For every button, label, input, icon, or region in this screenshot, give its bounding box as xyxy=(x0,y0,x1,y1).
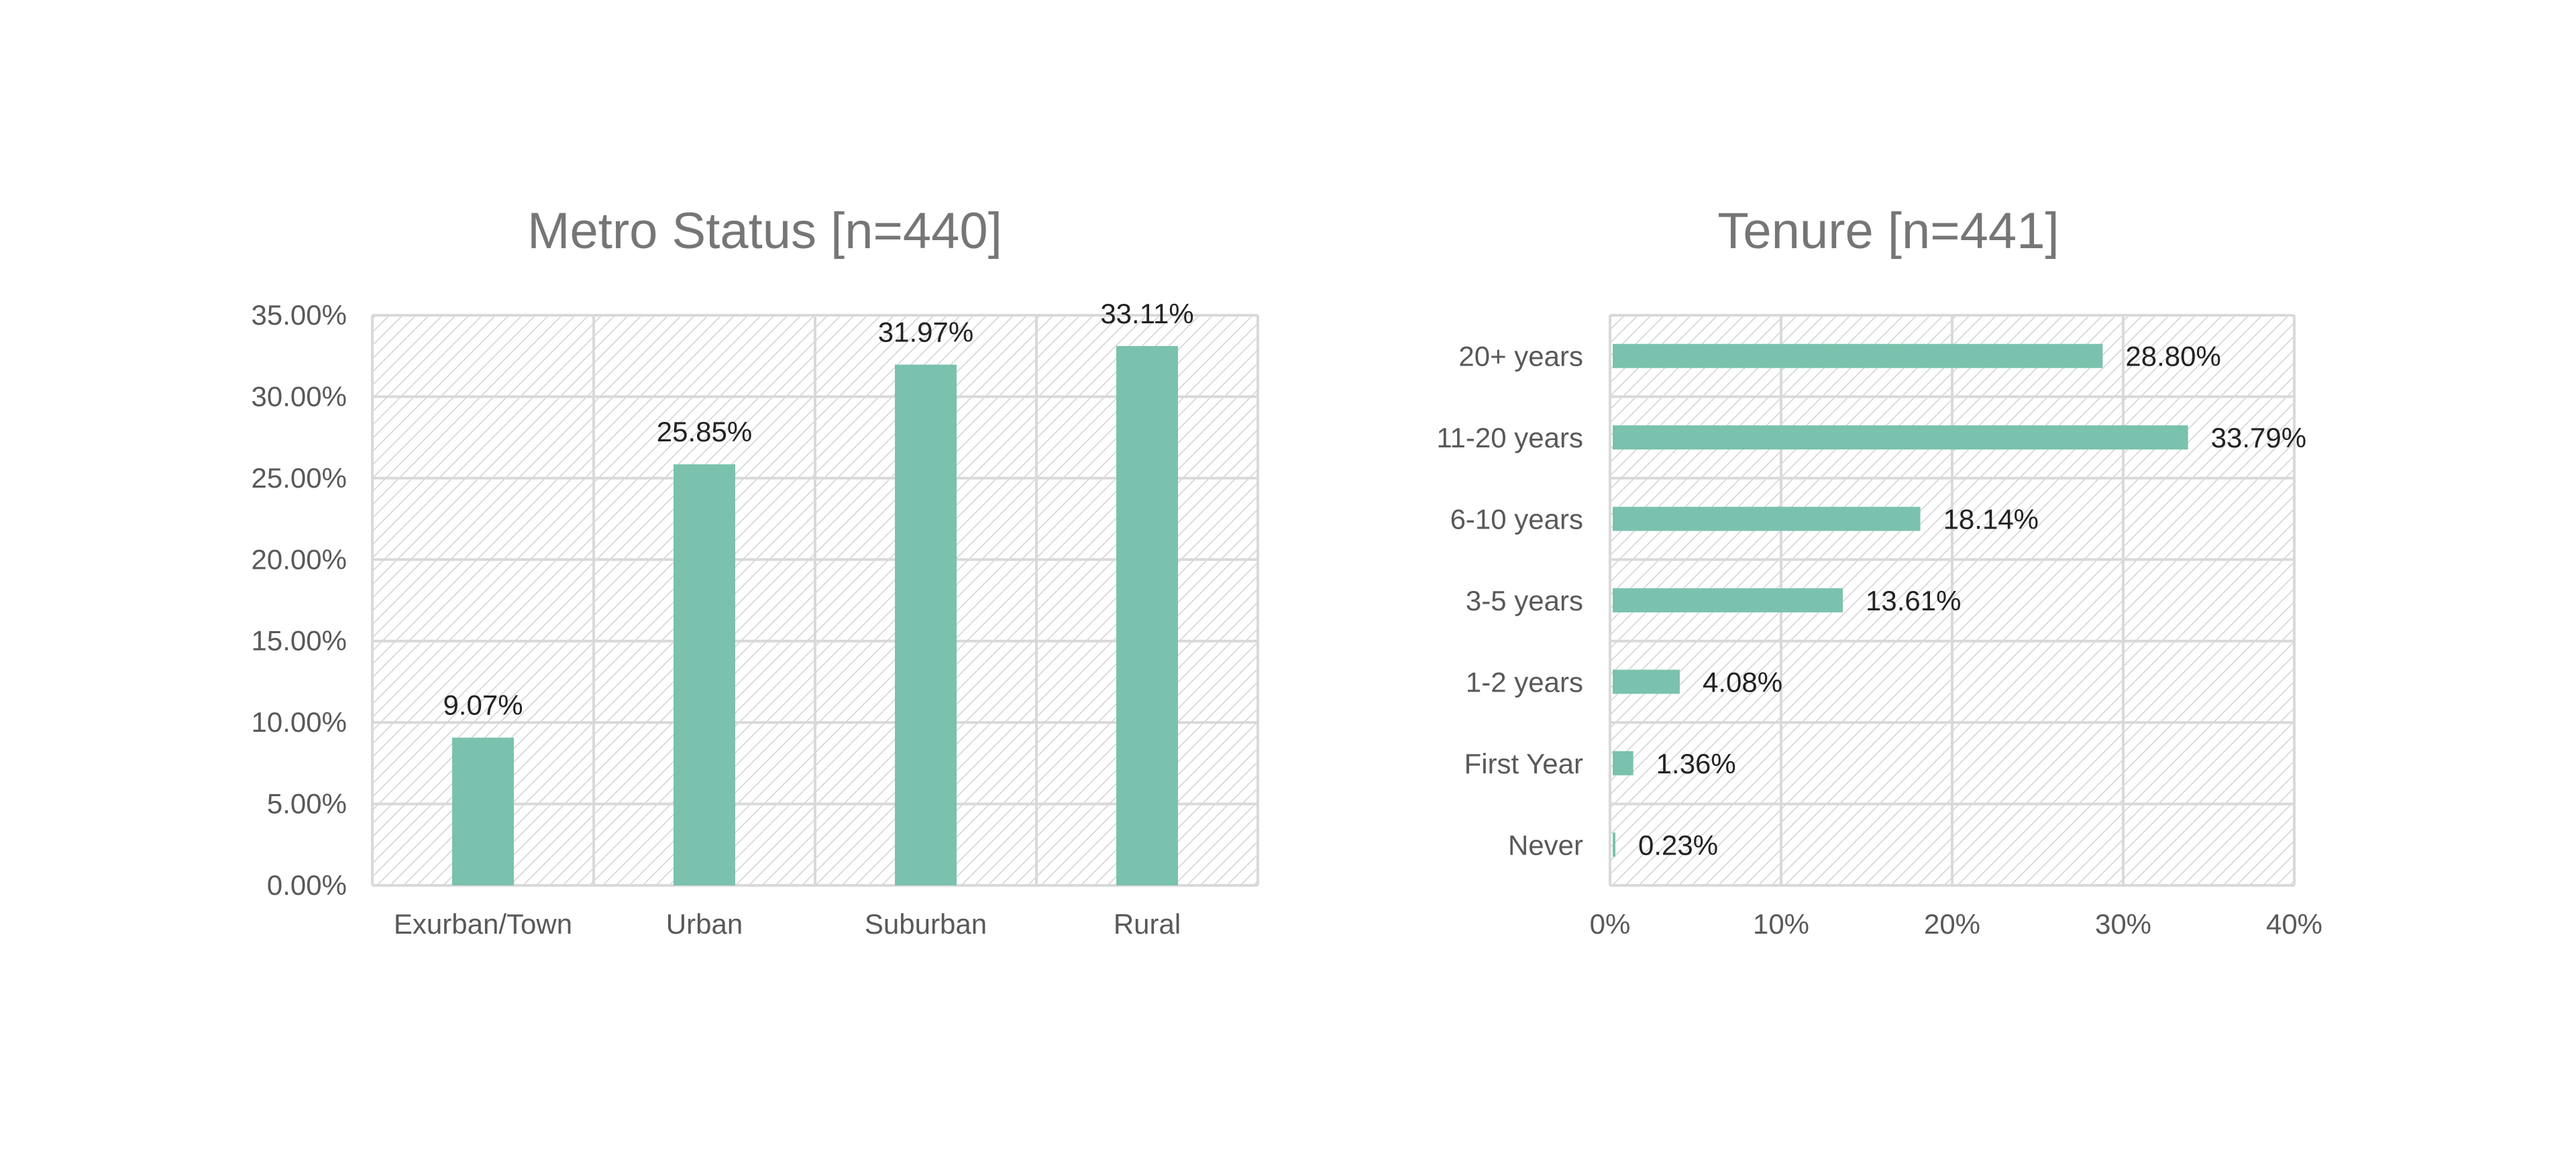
tenure-bar xyxy=(1613,343,2103,368)
metro-category-label: Rural xyxy=(1114,908,1181,940)
metro-y-tick-label: 15.00% xyxy=(252,625,347,657)
tenure-x-tick-label: 20% xyxy=(1924,908,1980,940)
tenure-chart-title: Tenure [n=441] xyxy=(1717,203,2059,260)
metro-y-tick-label: 5.00% xyxy=(267,788,347,820)
metro-data-label: 25.85% xyxy=(657,416,752,447)
metro-y-tick-label: 0.00% xyxy=(267,869,347,901)
tenure-category-label: 6-10 years xyxy=(1450,504,1583,535)
metro-category-label: Urban xyxy=(666,908,743,940)
tenure-x-tick-label: 10% xyxy=(1753,908,1809,940)
tenure-category-label: 3-5 years xyxy=(1466,585,1583,616)
tenure-category-label: 20+ years xyxy=(1458,341,1583,372)
tenure-category-label: 11-20 years xyxy=(1436,422,1583,453)
tenure-category-label: Never xyxy=(1508,829,1583,861)
tenure-bar xyxy=(1613,832,1615,857)
metro-y-tick-label: 25.00% xyxy=(252,462,347,494)
metro-y-tick-label: 35.00% xyxy=(252,299,347,331)
metro-y-tick-label: 30.00% xyxy=(252,380,347,412)
tenure-data-label: 4.08% xyxy=(1703,666,1782,698)
tenure-x-tick-label: 0% xyxy=(1590,908,1631,940)
metro-category-label: Suburban xyxy=(865,908,987,940)
tenure-gridlines xyxy=(1609,314,2296,887)
metro-data-label: 31.97% xyxy=(878,317,973,348)
tenure-x-tick-label: 40% xyxy=(2266,908,2322,940)
tenure-data-label: 1.36% xyxy=(1656,748,1736,779)
tenure-y-categories: 20+ years 11-20 years 6-10 years 3-5 years 1… xyxy=(1436,341,1583,861)
metro-bar xyxy=(895,364,957,885)
tenure-data-label: 13.61% xyxy=(1866,585,1961,616)
tenure-bar xyxy=(1613,669,1680,694)
tenure-bar xyxy=(1613,425,2188,450)
metro-bar xyxy=(1116,345,1178,885)
metro-x-categories: Exurban/Town Urban Suburban Rural xyxy=(394,908,1181,940)
metro-chart-title: Metro Status [n=440] xyxy=(527,203,1002,260)
metro-status-chart: Metro Status [n=440] 0.00% 5.00% 10.00% 15.… xyxy=(252,203,1259,940)
tenure-bars xyxy=(1613,343,2188,857)
metro-data-labels: 9.07% 25.85% 31.97% 33.11% xyxy=(443,298,1193,721)
tenure-data-label: 33.79% xyxy=(2211,422,2306,453)
tenure-data-labels: 28.80% 33.79% 18.14% 13.61% 4.08% 1.36% 0.23% xyxy=(1638,341,2306,861)
metro-gridlines xyxy=(371,314,1259,887)
tenure-category-label: 1-2 years xyxy=(1466,666,1583,698)
metro-y-tick-label: 20.00% xyxy=(252,543,347,575)
metro-data-label: 9.07% xyxy=(443,690,523,721)
tenure-category-label: First Year xyxy=(1464,748,1583,779)
metro-y-ticks: 0.00% 5.00% 10.00% 15.00% 20.00% 25.00% 30.00%… xyxy=(252,299,347,901)
tenure-bar xyxy=(1613,588,1843,612)
tenure-data-label: 0.23% xyxy=(1638,829,1718,861)
metro-bars xyxy=(452,345,1178,885)
metro-y-tick-label: 10.00% xyxy=(252,706,347,738)
metro-data-label: 33.11% xyxy=(1100,298,1193,329)
tenure-bar xyxy=(1613,751,1633,775)
tenure-x-ticks: 0% 10% 20% 30% 40% xyxy=(1590,908,2322,940)
tenure-bar xyxy=(1613,506,1921,531)
tenure-chart: Tenure [n=441] 0% 10% 20% 30% 40% 28.80% 33.7… xyxy=(1436,203,2322,940)
tenure-x-tick-label: 30% xyxy=(2095,908,2151,940)
metro-bar xyxy=(452,737,514,885)
metro-bar xyxy=(674,464,735,885)
tenure-data-label: 28.80% xyxy=(2125,341,2220,372)
tenure-data-label: 18.14% xyxy=(1943,504,2039,535)
metro-category-label: Exurban/Town xyxy=(394,908,572,940)
